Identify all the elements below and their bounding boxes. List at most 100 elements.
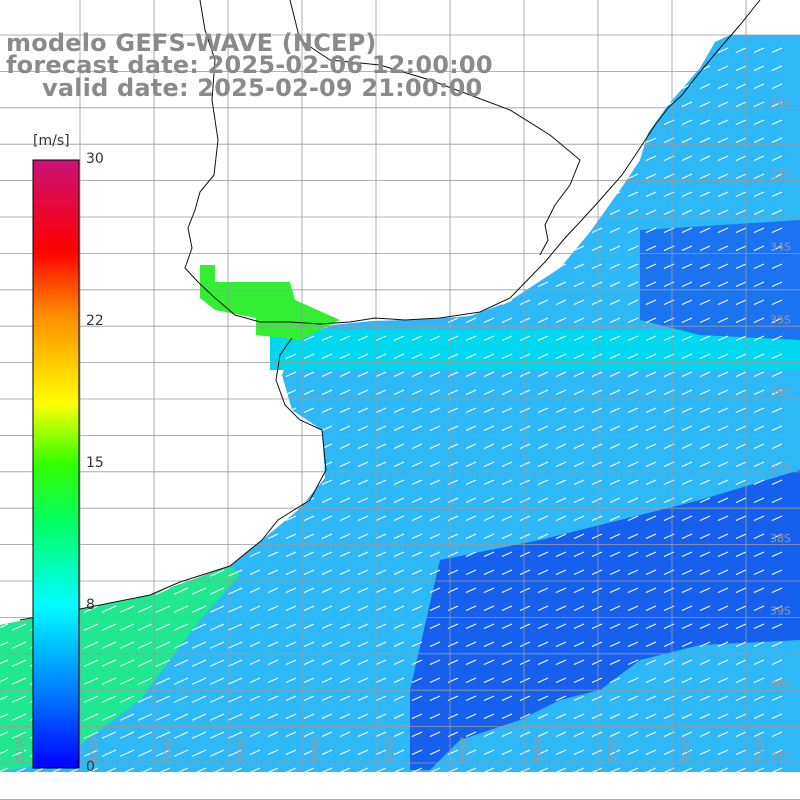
wind-arrow (267, 731, 279, 737)
wind-arrow (227, 641, 243, 649)
wind-arrow (393, 335, 405, 341)
wind-arrow (119, 677, 135, 685)
wind-arrow (555, 371, 567, 377)
wind-arrow (681, 659, 693, 665)
wind-arrow (681, 389, 693, 395)
wind-arrow (227, 749, 243, 757)
wind-arrow (573, 713, 585, 719)
wind-arrow (483, 677, 495, 683)
wind-arrow (753, 101, 765, 107)
wind-arrow (411, 479, 423, 485)
wind-arrow (771, 731, 783, 737)
wind-arrow (735, 389, 747, 395)
wind-arrow (609, 227, 621, 233)
wind-arrow (411, 551, 423, 557)
wind-arrow (681, 191, 693, 197)
latitude-label: 34S (770, 241, 791, 254)
wind-arrow (209, 749, 225, 757)
wind-arrow (209, 605, 225, 613)
wind-arrow (717, 407, 729, 413)
wind-arrow (771, 119, 783, 125)
wind-arrow (483, 605, 495, 611)
wind-arrow (429, 443, 441, 449)
wind-arrow (537, 443, 549, 449)
wind-arrow (375, 587, 387, 593)
wind-arrow (645, 515, 657, 521)
wind-arrow (627, 569, 639, 575)
wind-arrow (735, 191, 747, 197)
wind-arrow (267, 677, 279, 683)
wind-arrow (609, 425, 621, 431)
wind-arrow (645, 731, 657, 737)
wind-arrow (717, 317, 729, 323)
wind-arrow (483, 587, 495, 593)
wind-arrow (573, 515, 585, 521)
wind-arrow (681, 605, 693, 611)
wind-arrow (375, 479, 387, 485)
wind-arrow (303, 515, 315, 521)
wind-arrow (771, 335, 783, 341)
wind-arrow (573, 263, 585, 269)
wind-arrow (173, 767, 189, 775)
wind-arrow (771, 425, 783, 431)
wind-arrow (0, 677, 9, 683)
latitude-label: 36S (770, 386, 791, 399)
wind-arrow (321, 353, 333, 359)
wind-arrow (771, 479, 783, 485)
wind-arrow (609, 551, 621, 557)
wind-arrow (411, 407, 423, 413)
wind-arrow (303, 713, 315, 719)
wind-arrow (537, 371, 549, 377)
wind-arrow (771, 155, 783, 161)
wind-arrow (393, 767, 405, 773)
wind-arrow (591, 605, 603, 611)
wind-arrow (555, 299, 567, 305)
wind-arrow (753, 479, 765, 485)
wind-arrow (0, 731, 9, 737)
wind-arrow (681, 443, 693, 449)
wind-arrow (753, 47, 765, 53)
wind-arrow (537, 479, 549, 485)
wind-arrow (137, 659, 153, 667)
wind-arrow (753, 659, 765, 665)
wind-arrow (501, 551, 513, 557)
wind-arrow (717, 695, 729, 701)
wind-arrow (699, 713, 711, 719)
wind-arrow (699, 119, 711, 125)
wind-arrow (519, 407, 531, 413)
wind-arrow (357, 353, 369, 359)
wind-arrow (681, 119, 693, 125)
wind-arrow (339, 713, 351, 719)
wind-arrow (285, 677, 297, 683)
wind-arrow (191, 713, 207, 721)
wind-arrow (735, 767, 747, 773)
wind-arrow (137, 767, 153, 775)
wind-arrow (699, 263, 711, 269)
wind-arrow (753, 425, 765, 431)
wind-arrow (753, 533, 765, 539)
wind-arrow (735, 515, 747, 521)
wind-arrow (321, 767, 333, 773)
wind-arrow (681, 587, 693, 593)
wind-arrow (771, 353, 783, 359)
wind-arrow (411, 425, 423, 431)
longitude-label: 51W (754, 737, 767, 762)
wind-arrow (609, 641, 621, 647)
wind-arrow (519, 551, 531, 557)
wind-arrow (465, 767, 477, 773)
longitude-label: 56W (384, 737, 397, 762)
wind-arrow (483, 515, 495, 521)
wind-arrow (681, 677, 693, 683)
wind-arrow (429, 335, 441, 341)
colorbar-gradient (32, 159, 80, 769)
wind-arrow (537, 623, 549, 629)
wind-arrow (699, 425, 711, 431)
wind-arrow (0, 659, 9, 665)
wind-arrow (519, 677, 531, 683)
wind-arrow (65, 767, 81, 775)
wind-arrow (627, 191, 639, 197)
wind-arrow (753, 389, 765, 395)
wind-arrow (573, 623, 585, 629)
interior-border (289, 0, 581, 256)
wind-arrow (717, 155, 729, 161)
